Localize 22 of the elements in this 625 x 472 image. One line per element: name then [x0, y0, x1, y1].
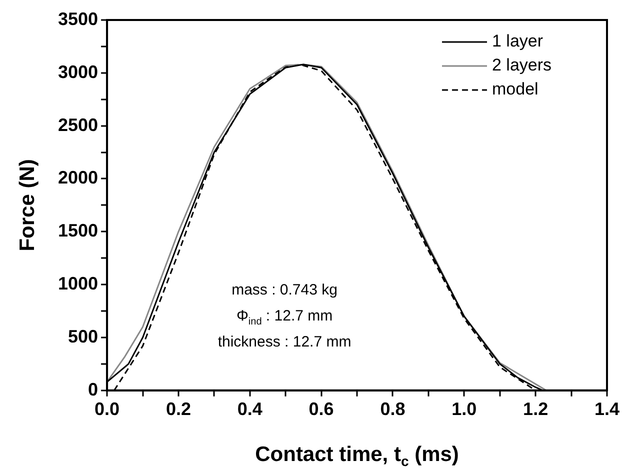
- x-tick-label: 0.2: [166, 399, 191, 420]
- legend-label: model: [492, 80, 538, 99]
- y-tick-label: 2000: [58, 168, 98, 188]
- legend-label: 2 layers: [492, 56, 552, 75]
- y-tick-label: 3500: [58, 8, 98, 29]
- x-tick-label: 1.0: [452, 399, 477, 420]
- y-tick-label: 1000: [58, 274, 98, 294]
- annotation: thickness : 12.7 mm: [218, 334, 352, 351]
- y-tick-label: 1500: [58, 220, 98, 241]
- y-tick-label: 0: [88, 379, 98, 400]
- x-tick-label: 0.0: [94, 399, 120, 420]
- legend-label: 1 layer: [492, 32, 544, 51]
- x-tick-label: 1.4: [594, 399, 620, 420]
- x-tick-label: 0.6: [308, 399, 334, 420]
- y-tick-label: 3000: [58, 62, 98, 82]
- y-axis-title: Force (N): [16, 159, 39, 252]
- x-tick-label: 0.8: [380, 399, 406, 420]
- y-tick-label: 500: [68, 326, 98, 346]
- annotation: mass : 0.743 kg: [232, 282, 338, 299]
- y-tick-label: 2500: [58, 114, 98, 135]
- x-tick-label: 1.2: [523, 399, 548, 420]
- x-tick-label: 0.4: [237, 399, 262, 420]
